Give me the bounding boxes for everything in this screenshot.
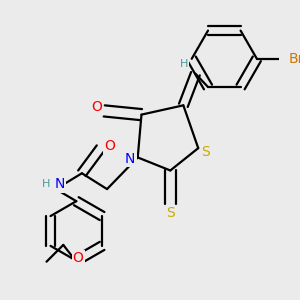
Text: O: O [73,251,84,265]
Text: S: S [201,145,210,159]
Text: H: H [180,59,188,69]
Text: N: N [125,152,136,166]
Text: O: O [92,100,102,114]
Text: O: O [104,139,115,153]
Text: H: H [42,179,51,189]
Text: N: N [54,177,65,191]
Text: Br: Br [288,52,300,66]
Text: S: S [166,206,175,220]
